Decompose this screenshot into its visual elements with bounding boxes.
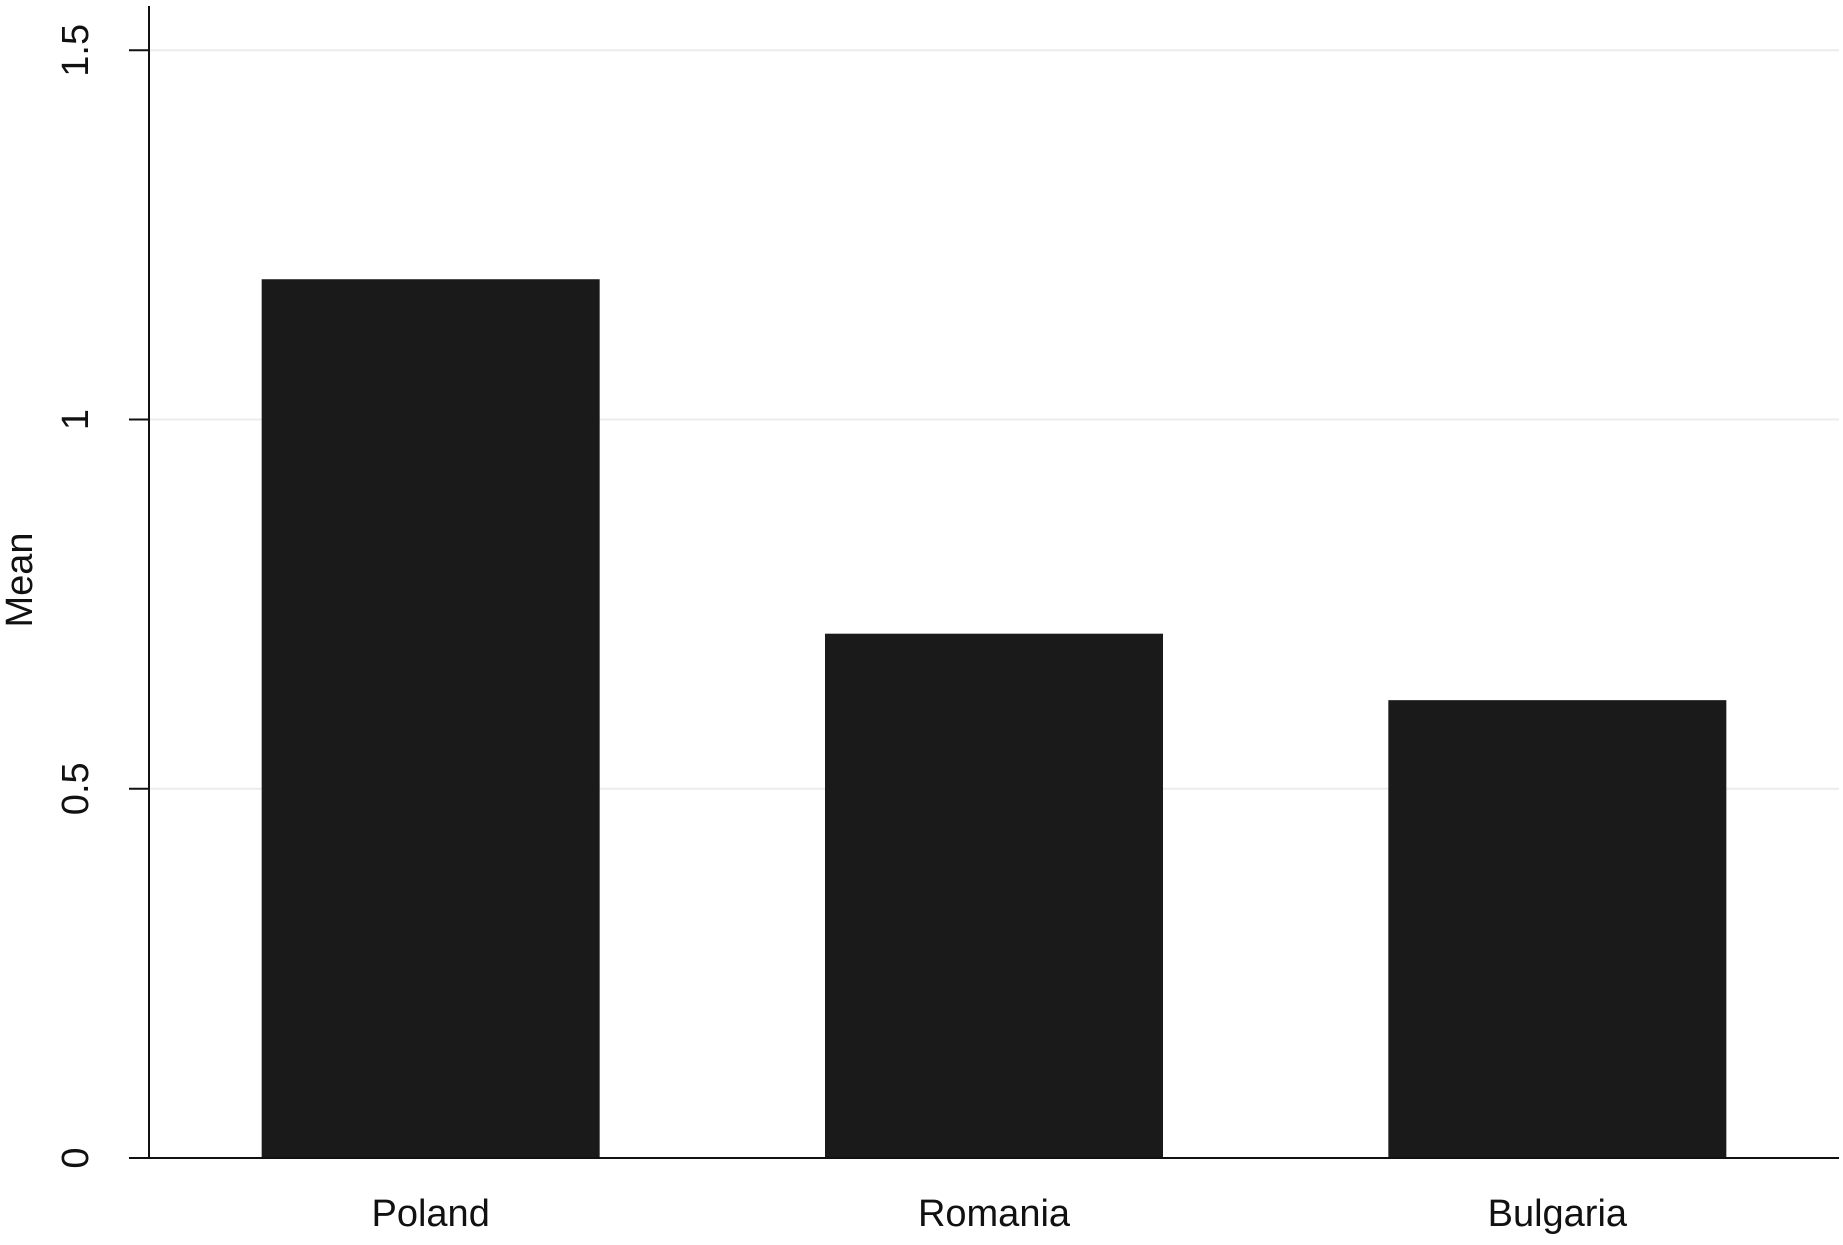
x-tick-label: Bulgaria [1488, 1193, 1628, 1235]
y-axis-label: Mean [0, 532, 41, 627]
y-tick-label: 0 [55, 1147, 97, 1168]
x-tick-label: Poland [372, 1193, 490, 1235]
bar [825, 633, 1163, 1158]
x-tick-label: Romania [918, 1193, 1071, 1235]
y-tick-label: 1.5 [55, 24, 97, 77]
bar [1388, 700, 1727, 1158]
y-tick-label: 1 [55, 409, 97, 430]
y-tick-label: 0.5 [55, 762, 97, 815]
bar [261, 279, 600, 1158]
